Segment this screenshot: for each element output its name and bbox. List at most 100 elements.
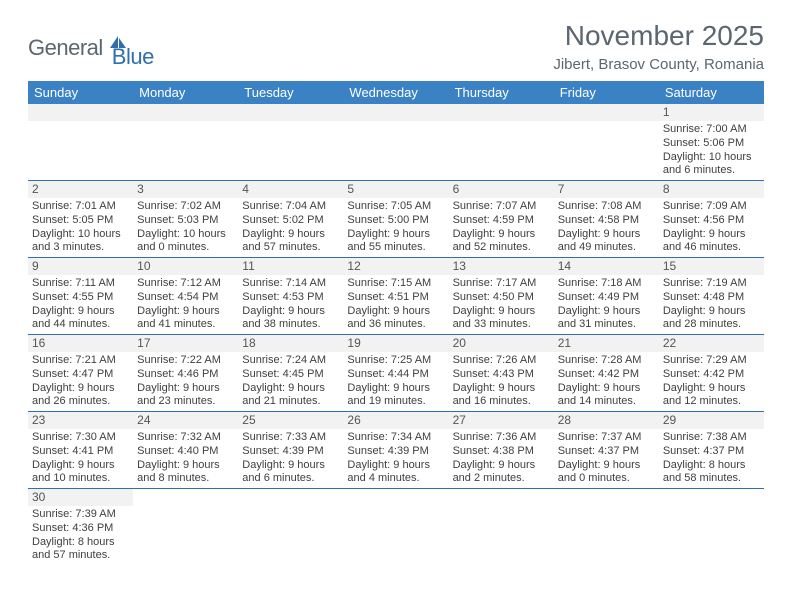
sunrise-text: Sunrise: 7:05 AM bbox=[347, 200, 444, 214]
day-number: 13 bbox=[449, 258, 554, 275]
daylight-text: Daylight: 9 hours and 57 minutes. bbox=[242, 228, 339, 256]
daylight-text: Daylight: 9 hours and 49 minutes. bbox=[558, 228, 655, 256]
day-number: 1 bbox=[659, 104, 764, 121]
day-number: 25 bbox=[238, 412, 343, 429]
day-number: 23 bbox=[28, 412, 133, 429]
daylight-text: Daylight: 9 hours and 55 minutes. bbox=[347, 228, 444, 256]
daylight-text: Daylight: 8 hours and 58 minutes. bbox=[663, 459, 760, 487]
day-cell: 8Sunrise: 7:09 AMSunset: 4:56 PMDaylight… bbox=[659, 181, 764, 258]
sunset-text: Sunset: 4:37 PM bbox=[663, 445, 760, 459]
day-cell: 5Sunrise: 7:05 AMSunset: 5:00 PMDaylight… bbox=[343, 181, 448, 258]
daylight-text: Daylight: 9 hours and 41 minutes. bbox=[137, 305, 234, 333]
day-number: 27 bbox=[449, 412, 554, 429]
daylight-text: Daylight: 9 hours and 33 minutes. bbox=[453, 305, 550, 333]
sunrise-text: Sunrise: 7:33 AM bbox=[242, 431, 339, 445]
sunset-text: Sunset: 4:49 PM bbox=[558, 291, 655, 305]
sunrise-text: Sunrise: 7:24 AM bbox=[242, 354, 339, 368]
daylight-text: Daylight: 9 hours and 8 minutes. bbox=[137, 459, 234, 487]
daylight-text: Daylight: 8 hours and 57 minutes. bbox=[32, 536, 129, 564]
daylight-text: Daylight: 9 hours and 19 minutes. bbox=[347, 382, 444, 410]
sunrise-text: Sunrise: 7:38 AM bbox=[663, 431, 760, 445]
month-title: November 2025 bbox=[553, 20, 764, 52]
sunset-text: Sunset: 4:42 PM bbox=[558, 368, 655, 382]
sunrise-text: Sunrise: 7:26 AM bbox=[453, 354, 550, 368]
day-number: 19 bbox=[343, 335, 448, 352]
weekday-header: Monday bbox=[133, 81, 238, 104]
sunrise-text: Sunrise: 7:02 AM bbox=[137, 200, 234, 214]
weekday-header: Saturday bbox=[659, 81, 764, 104]
weekday-header: Wednesday bbox=[343, 81, 448, 104]
weekday-header-row: SundayMondayTuesdayWednesdayThursdayFrid… bbox=[28, 81, 764, 104]
sunrise-text: Sunrise: 7:08 AM bbox=[558, 200, 655, 214]
day-cell: 7Sunrise: 7:08 AMSunset: 4:58 PMDaylight… bbox=[554, 181, 659, 258]
sunrise-text: Sunrise: 7:36 AM bbox=[453, 431, 550, 445]
sunset-text: Sunset: 4:40 PM bbox=[137, 445, 234, 459]
daylight-text: Daylight: 9 hours and 23 minutes. bbox=[137, 382, 234, 410]
logo-text-general: General bbox=[28, 35, 103, 61]
sunset-text: Sunset: 5:00 PM bbox=[347, 214, 444, 228]
sunrise-text: Sunrise: 7:30 AM bbox=[32, 431, 129, 445]
header: General Blue November 2025 Jibert, Braso… bbox=[28, 20, 764, 73]
sunset-text: Sunset: 4:39 PM bbox=[347, 445, 444, 459]
daylight-text: Daylight: 9 hours and 21 minutes. bbox=[242, 382, 339, 410]
daylight-text: Daylight: 9 hours and 16 minutes. bbox=[453, 382, 550, 410]
sunrise-text: Sunrise: 7:28 AM bbox=[558, 354, 655, 368]
daylight-text: Daylight: 9 hours and 14 minutes. bbox=[558, 382, 655, 410]
sunset-text: Sunset: 4:46 PM bbox=[137, 368, 234, 382]
daylight-text: Daylight: 9 hours and 36 minutes. bbox=[347, 305, 444, 333]
day-number: 22 bbox=[659, 335, 764, 352]
day-number: 15 bbox=[659, 258, 764, 275]
empty-cell bbox=[554, 104, 659, 181]
day-number: 12 bbox=[343, 258, 448, 275]
day-number: 17 bbox=[133, 335, 238, 352]
day-cell: 2Sunrise: 7:01 AMSunset: 5:05 PMDaylight… bbox=[28, 181, 133, 258]
weekday-header: Thursday bbox=[449, 81, 554, 104]
day-number: 8 bbox=[659, 181, 764, 198]
daylight-text: Daylight: 9 hours and 44 minutes. bbox=[32, 305, 129, 333]
calendar-row: 2Sunrise: 7:01 AMSunset: 5:05 PMDaylight… bbox=[28, 181, 764, 258]
daylight-text: Daylight: 9 hours and 10 minutes. bbox=[32, 459, 129, 487]
sunrise-text: Sunrise: 7:01 AM bbox=[32, 200, 129, 214]
day-cell: 21Sunrise: 7:28 AMSunset: 4:42 PMDayligh… bbox=[554, 335, 659, 412]
day-cell: 17 Sunrise: 7:22 AMSunset: 4:46 PMDayligh… bbox=[133, 335, 238, 412]
day-cell: 26Sunrise: 7:34 AMSunset: 4:39 PMDayligh… bbox=[343, 412, 448, 489]
day-cell: 12Sunrise: 7:15 AMSunset: 4:51 PMDayligh… bbox=[343, 258, 448, 335]
daylight-text: Daylight: 9 hours and 46 minutes. bbox=[663, 228, 760, 256]
sunset-text: Sunset: 4:42 PM bbox=[663, 368, 760, 382]
sunset-text: Sunset: 4:37 PM bbox=[558, 445, 655, 459]
sunrise-text: Sunrise: 7:21 AM bbox=[32, 354, 129, 368]
calendar-row: 1Sunrise: 7:00 AMSunset: 5:06 PMDaylight… bbox=[28, 104, 764, 181]
daylight-text: Daylight: 10 hours and 3 minutes. bbox=[32, 228, 129, 256]
daylight-text: Daylight: 9 hours and 6 minutes. bbox=[242, 459, 339, 487]
empty-cell bbox=[659, 489, 764, 566]
sunrise-text: Sunrise: 7:32 AM bbox=[137, 431, 234, 445]
empty-cell bbox=[449, 489, 554, 566]
sunrise-text: Sunrise: 7:18 AM bbox=[558, 277, 655, 291]
day-number: 7 bbox=[554, 181, 659, 198]
daylight-text: Daylight: 9 hours and 31 minutes. bbox=[558, 305, 655, 333]
day-cell: 22Sunrise: 7:29 AMSunset: 4:42 PMDayligh… bbox=[659, 335, 764, 412]
day-number: 18 bbox=[238, 335, 343, 352]
sunrise-text: Sunrise: 7:17 AM bbox=[453, 277, 550, 291]
day-number: 6 bbox=[449, 181, 554, 198]
daylight-text: Daylight: 10 hours and 0 minutes. bbox=[137, 228, 234, 256]
empty-cell bbox=[343, 489, 448, 566]
sunset-text: Sunset: 4:48 PM bbox=[663, 291, 760, 305]
day-cell: 28Sunrise: 7:37 AMSunset: 4:37 PMDayligh… bbox=[554, 412, 659, 489]
sunset-text: Sunset: 5:02 PM bbox=[242, 214, 339, 228]
sunrise-text: Sunrise: 7:07 AM bbox=[453, 200, 550, 214]
day-cell: 3Sunrise: 7:02 AMSunset: 5:03 PMDaylight… bbox=[133, 181, 238, 258]
day-cell: 18Sunrise: 7:24 AMSunset: 4:45 PMDayligh… bbox=[238, 335, 343, 412]
sunrise-text: Sunrise: 7:15 AM bbox=[347, 277, 444, 291]
daylight-text: Daylight: 9 hours and 38 minutes. bbox=[242, 305, 339, 333]
daylight-text: Daylight: 9 hours and 4 minutes. bbox=[347, 459, 444, 487]
daylight-text: Daylight: 10 hours and 6 minutes. bbox=[663, 151, 760, 179]
sunset-text: Sunset: 4:54 PM bbox=[137, 291, 234, 305]
sunrise-text: Sunrise: 7:14 AM bbox=[242, 277, 339, 291]
weekday-header: Tuesday bbox=[238, 81, 343, 104]
sunrise-text: Sunrise: 7:22 AM bbox=[137, 354, 234, 368]
day-cell: 30Sunrise: 7:39 AMSunset: 4:36 PMDayligh… bbox=[28, 489, 133, 566]
day-number: 29 bbox=[659, 412, 764, 429]
logo-text-blue: Blue bbox=[112, 44, 154, 70]
daylight-text: Daylight: 9 hours and 26 minutes. bbox=[32, 382, 129, 410]
